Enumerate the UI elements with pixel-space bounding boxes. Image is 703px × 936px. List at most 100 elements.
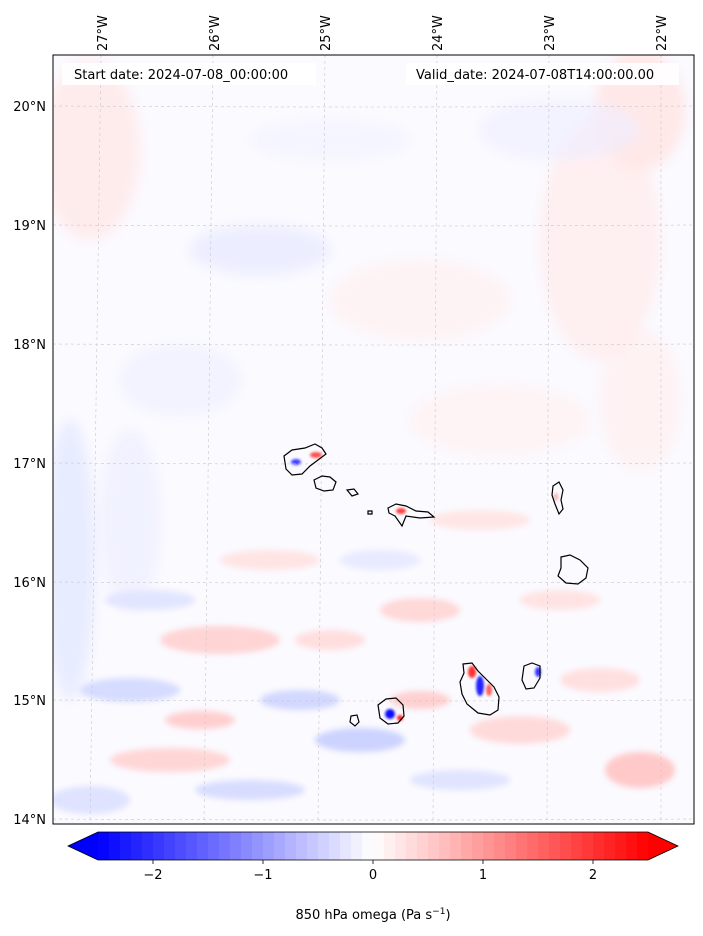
colorbar-segment [153,832,165,860]
colorbar-segment [637,832,649,860]
colorbar-segment [582,832,594,860]
colorbar-segment [571,832,583,860]
colorbar: −2 −1 0 1 2 850 hPa omega (Pa s−1) [67,831,679,923]
colorbar-segment [384,832,396,860]
colorbar-segment [340,832,352,860]
colorbar-segment [142,832,154,860]
omega-field-south [53,510,675,814]
island-santiago [459,662,500,716]
colorbar-label-end: ) [445,908,450,923]
colorbar-segment [98,832,110,860]
colorbar-segment [120,832,132,860]
colorbar-segment [505,832,517,860]
map-panel: Start date: 2024-07-08_00:00:00 Valid_da… [52,54,695,825]
colorbar-segment [307,832,319,860]
colorbar-segment [241,832,253,860]
colorbar-segment [604,832,616,860]
island-fogo [377,697,405,725]
colorbar-segment [329,832,341,860]
omega-field-islands [291,452,558,721]
island-boa-vista [557,554,589,585]
lat-tick-label: 19°N [13,219,46,234]
colorbar-segment [494,832,506,860]
colorbar-label: 850 hPa omega (Pa s−1) [295,907,450,923]
colorbar-segment [318,832,330,860]
valid-date-box [406,63,679,85]
lat-tick-label: 17°N [13,457,46,472]
start-date-box [62,63,316,85]
colorbar-segment [362,832,374,860]
colorbar-segment [197,832,209,860]
lat-tick-label: 16°N [13,576,46,591]
coastlines [283,443,589,727]
colorbar-segment [593,832,605,860]
valid-date-label: Valid_date: 2024-07-08T14:00:00.00 [416,68,654,83]
colorbar-segment [373,832,385,860]
colorbar-segment [296,832,308,860]
colorbar-segment [450,832,462,860]
colorbar-label-exponent: −1 [432,907,445,917]
omega-field [53,55,685,814]
colorbar-segments [98,832,649,860]
colorbar-tick-label: 0 [369,868,377,883]
colorbar-segment [285,832,297,860]
colorbar-outline [67,831,679,861]
colorbar-segment [252,832,264,860]
island-santo-antao [283,443,327,476]
island-santa-luzia [345,488,360,497]
colorbar-segment [395,832,407,860]
lon-tick-label: 23°W [543,15,558,51]
colorbar-ticks: −2 −1 0 1 2 [143,860,597,883]
map-gridlines [53,55,694,824]
island-brava [349,714,360,727]
colorbar-segment [406,832,418,860]
longitude-ticks: 27°W 26°W 25°W 24°W 23°W 22°W [96,15,670,51]
colorbar-segment [208,832,220,860]
lon-tick-label: 25°W [319,15,334,51]
colorbar-segment [615,832,627,860]
colorbar-segment [131,832,143,860]
colorbar-segment [219,832,231,860]
colorbar-segment [186,832,198,860]
colorbar-segment [439,832,451,860]
colorbar-segment [461,832,473,860]
colorbar-segment [417,832,429,860]
colorbar-segment [274,832,286,860]
lon-tick-label: 27°W [96,15,111,51]
colorbar-label-main: 850 hPa omega (Pa s [295,908,432,923]
lat-tick-label: 20°N [13,100,46,115]
colorbar-tick-label: 1 [479,868,487,883]
date-header: Start date: 2024-07-08_00:00:00 Valid_da… [62,63,679,85]
island-raso [367,510,373,515]
colorbar-segment [164,832,176,860]
lat-tick-label: 14°N [13,813,46,828]
colorbar-segment [560,832,572,860]
colorbar-segment [230,832,242,860]
colorbar-segment [472,832,484,860]
colorbar-tick-label: −1 [253,868,272,883]
colorbar-segment [263,832,275,860]
island-maio [521,662,541,690]
lon-tick-label: 24°W [431,15,446,51]
colorbar-segment [351,832,363,860]
colorbar-max-extend [648,832,678,860]
colorbar-segment [428,832,440,860]
colorbar-tick-label: −2 [143,868,162,883]
lon-tick-label: 22°W [655,15,670,51]
island-sao-vicente [313,475,337,492]
map-frame [52,54,695,825]
lon-tick-label: 26°W [208,15,223,51]
colorbar-segment [516,832,528,860]
island-sao-nicolau [387,503,436,528]
colorbar-segment [483,832,495,860]
colorbar-tick-label: 2 [589,868,597,883]
lat-tick-label: 18°N [13,338,46,353]
latitude-ticks: 20°N 19°N 18°N 17°N 16°N 15°N 14°N [13,100,46,828]
colorbar-segment [549,832,561,860]
start-date-label: Start date: 2024-07-08_00:00:00 [74,68,288,83]
island-sal [551,481,564,516]
colorbar-segment [527,832,539,860]
colorbar-segment [175,832,187,860]
colorbar-segment [109,832,121,860]
